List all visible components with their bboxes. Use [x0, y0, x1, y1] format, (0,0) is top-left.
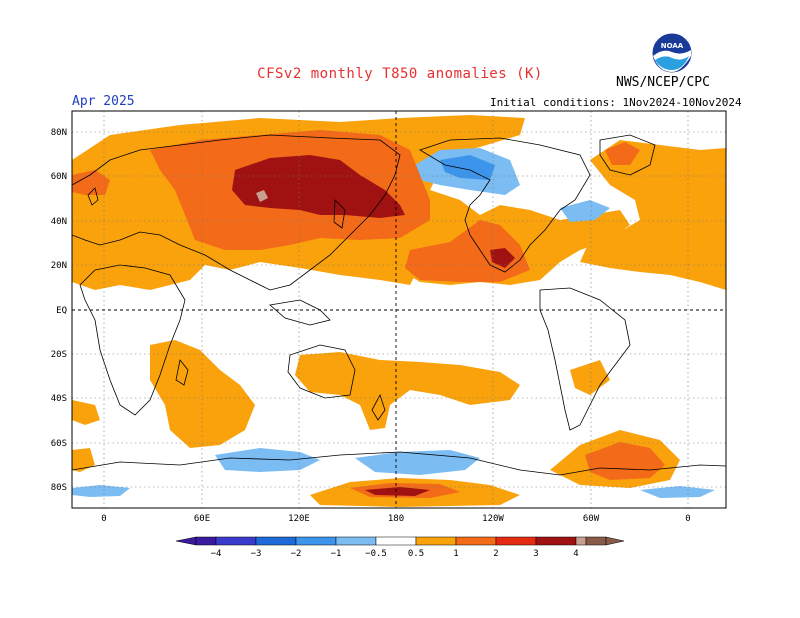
colorbar-tick-label: −3 [251, 549, 262, 559]
coast-indonesia [269, 299, 331, 326]
coast-japan [333, 199, 346, 229]
coast-uk [87, 187, 99, 206]
lon-label: 0 [685, 514, 690, 524]
lat-label: 80N [51, 128, 67, 138]
colorbar-arrow-high [605, 536, 625, 546]
anomaly-region-sw-indian-orange [72, 448, 95, 472]
lat-label: 40N [51, 217, 67, 227]
anomaly-region-southocean-blue2 [640, 486, 715, 498]
colorbar-tick-label: 0.5 [408, 549, 424, 559]
colorbar-swatch [195, 536, 217, 546]
anomaly-region-weddell-red [585, 442, 665, 480]
colorbar: −4 −3 −2 −1 −0.5 0.5 1 2 3 4 [175, 536, 625, 559]
colorbar-swatch [455, 536, 497, 546]
anomaly-region-brazil-orange [570, 360, 610, 395]
colorbar-tick-label: −1 [331, 549, 342, 559]
colorbar-swatch [585, 536, 607, 546]
agency-label: NWS/NCEP/CPC [616, 75, 710, 90]
colorbar-tick-label: 1 [453, 549, 458, 559]
lat-label: 60N [51, 172, 67, 182]
lat-label: 40S [51, 394, 67, 404]
lon-label: 0 [101, 514, 106, 524]
coast-australia [287, 344, 356, 399]
anomaly-region-africa-orange [150, 340, 255, 448]
lat-label: 60S [51, 439, 67, 449]
lon-label: 180 [388, 514, 404, 524]
initial-conditions: Initial conditions: 1Nov2024-10Nov2024 [490, 96, 742, 109]
lat-label: 80S [51, 483, 67, 493]
anomaly-region-siberia-pink [256, 190, 268, 202]
lat-label: EQ [56, 306, 67, 316]
map-gridlines [72, 111, 726, 508]
anomaly-region-ant-blue1 [215, 448, 320, 472]
colorbar-swatch [295, 536, 337, 546]
lon-label: 120E [288, 514, 310, 524]
anomaly-region-southocean-blue1 [72, 485, 130, 497]
anomaly-region-indian-orange [72, 400, 100, 425]
anomaly-region-greenland-red [605, 142, 640, 165]
noaa-logo: NOAA [651, 32, 693, 74]
coast-madagascar [175, 359, 189, 386]
anomaly-region-atlantic-orange [580, 140, 726, 290]
colorbar-swatch [255, 536, 297, 546]
anomaly-region-southpac-orange [295, 352, 520, 430]
latitude-labels: 80N 60N 40N 20N EQ 20S 40S 60S 80S [51, 128, 67, 493]
colorbar-tick-label: 4 [573, 549, 578, 559]
lon-label: 60W [583, 514, 600, 524]
lon-label: 120W [482, 514, 504, 524]
colorbar-arrow-low [175, 536, 197, 546]
map-title: CFSv2 monthly T850 anomalies (K) [257, 66, 543, 82]
colorbar-swatch [375, 536, 417, 546]
map-frame [71, 110, 727, 509]
anomaly-region-pacific-red [405, 220, 530, 282]
colorbar-swatch [215, 536, 257, 546]
logo-text: NOAA [661, 42, 684, 50]
colorbar-swatch [335, 536, 377, 546]
anomaly-region-atlantic-blue [560, 200, 610, 222]
coast-africa [79, 264, 186, 416]
coast-antarctica [72, 451, 726, 476]
anomaly-region-ross-darkred [365, 487, 430, 496]
coast-europe-asia [72, 134, 401, 291]
colorbar-tick-label: 3 [533, 549, 538, 559]
colorbar-tick-label: 2 [493, 549, 498, 559]
colorbar-tick-label: −0.5 [365, 549, 387, 559]
colorbar-swatch [575, 536, 587, 546]
anomaly-region-canada-blue-dark [440, 155, 495, 180]
lat-label: 20N [51, 261, 67, 271]
colorbar-tick-label: −2 [291, 549, 302, 559]
anomaly-region-siberia-darkred [232, 155, 405, 218]
equator-dateline [72, 111, 726, 508]
anomaly-region-mexico-darkred [490, 248, 515, 268]
lon-label: 60E [194, 514, 210, 524]
colorbar-swatch [495, 536, 537, 546]
longitude-labels: 0 60E 120E 180 120W 60W 0 [101, 514, 690, 524]
colorbar-tick-label: −4 [211, 549, 222, 559]
coast-nz [371, 393, 386, 421]
forecast-month: Apr 2025 [72, 94, 135, 109]
coast-north-america [419, 137, 591, 273]
lat-label: 20S [51, 350, 67, 360]
colorbar-swatch [535, 536, 577, 546]
colorbar-swatch [415, 536, 457, 546]
coast-greenland [599, 134, 656, 176]
anomaly-fill-layer [72, 115, 726, 507]
